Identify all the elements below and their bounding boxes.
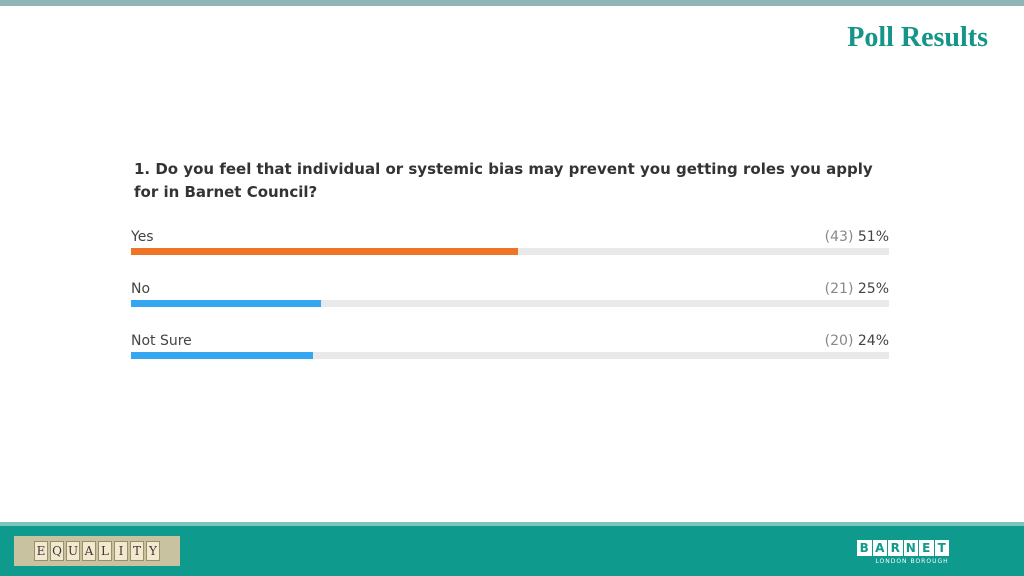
logo-letter: N <box>903 540 918 556</box>
progress-fill <box>131 300 321 307</box>
option-label: No <box>131 281 151 297</box>
poll-option-not-sure: Not Sure (20) 24% <box>131 333 889 373</box>
logo-letter: T <box>934 540 949 556</box>
option-count: (21) <box>824 281 854 297</box>
option-count: (43) <box>824 229 854 245</box>
slide-title: Poll Results <box>847 22 988 53</box>
letter-tile: T <box>130 541 144 561</box>
letter-tile: Q <box>50 541 64 561</box>
poll-option-yes: Yes (43) 51% <box>131 229 889 269</box>
barnet-logo: B A R N E T LONDON BOROUGH <box>857 540 967 566</box>
letter-tile: Y <box>146 541 160 561</box>
option-label: Not Sure <box>131 333 192 349</box>
progress-fill <box>131 248 518 255</box>
equality-image: E Q U A L I T Y <box>14 536 180 566</box>
option-stats: (43) 51% <box>825 229 889 245</box>
logo-letter: E <box>919 540 934 556</box>
letter-tile: L <box>98 541 112 561</box>
progress-track <box>131 300 889 307</box>
progress-fill <box>131 352 313 359</box>
letter-tile: I <box>114 541 128 561</box>
poll-option-no: No (21) 25% <box>131 281 889 321</box>
top-rule <box>0 0 1024 6</box>
progress-track <box>131 248 889 255</box>
option-percent: 25% <box>857 281 889 297</box>
letter-tile: U <box>66 541 80 561</box>
option-label: Yes <box>131 229 154 245</box>
option-percent: 51% <box>857 229 889 245</box>
logo-letter: R <box>888 540 903 556</box>
option-count: (20) <box>824 333 854 349</box>
logo-letter: A <box>872 540 887 556</box>
footer-accent-line <box>0 522 1024 526</box>
logo-subtitle: LONDON BOROUGH <box>875 558 949 565</box>
progress-track <box>131 352 889 359</box>
option-percent: 24% <box>857 333 889 349</box>
logo-letter: B <box>857 540 872 556</box>
barnet-logo-letters: B A R N E T <box>857 540 967 556</box>
option-stats: (21) 25% <box>825 281 889 297</box>
option-stats: (20) 24% <box>825 333 889 349</box>
poll-question: 1. Do you feel that individual or system… <box>134 160 873 201</box>
letter-tile: E <box>34 541 48 561</box>
letter-tile: A <box>82 541 96 561</box>
